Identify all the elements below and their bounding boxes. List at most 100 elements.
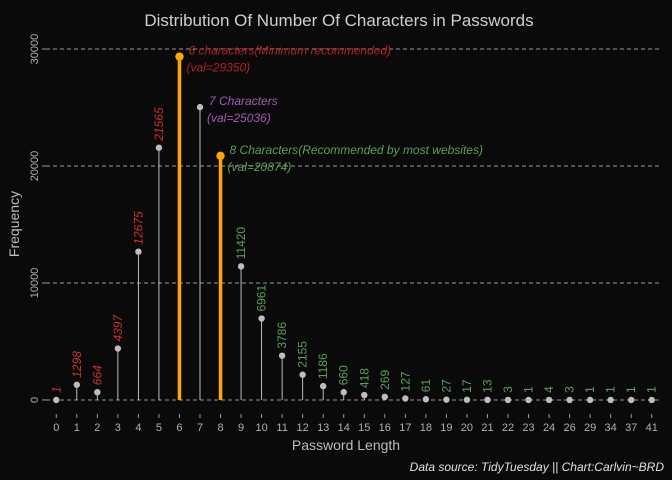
data-point <box>340 389 347 396</box>
x-tick-label: 11 <box>276 422 287 434</box>
x-tick-label: 20 <box>461 422 473 434</box>
value-label: 1 <box>522 386 536 393</box>
x-tick-label: 16 <box>379 422 391 434</box>
x-axis: 0 1 2 3 4 5 6 7 8 9 10 11 12 13 14 15 16 17 18 19 20 21 22 23 24… <box>53 414 658 434</box>
data-point <box>258 315 265 322</box>
value-label: 4397 <box>111 314 125 342</box>
data-point <box>299 371 306 378</box>
value-label: 1 <box>645 386 659 393</box>
value-label: 3 <box>563 386 577 393</box>
x-tick-label: 37 <box>625 422 637 434</box>
data-point <box>586 396 594 404</box>
y-tick-label: 0 <box>29 397 41 403</box>
y-axis: 0 10000 20000 30000 <box>29 34 46 403</box>
value-label: 61 <box>419 379 433 393</box>
data-point <box>607 396 614 404</box>
value-label: 12675 <box>131 211 145 245</box>
data-point <box>278 352 286 359</box>
x-tick-label: 3 <box>115 422 121 434</box>
stems <box>55 56 653 400</box>
caption: Data source: TidyTuesday || Chart:Carlvi… <box>410 460 665 474</box>
x-tick-label: 4 <box>135 422 141 434</box>
data-point <box>361 391 368 399</box>
data-point <box>216 151 225 160</box>
value-label: 418 <box>357 368 371 388</box>
data-point <box>114 345 122 352</box>
annotation-value: (val=29350) <box>186 61 250 75</box>
x-tick-label: 15 <box>358 422 370 434</box>
y-axis-title: Frequency <box>6 191 22 257</box>
x-tick-label: 14 <box>338 422 350 434</box>
value-labels: 1 1298 664 4397 12675 21565 11420 6961 3786 2155 1… <box>49 107 658 393</box>
x-tick-label: 5 <box>156 422 162 434</box>
gridlines <box>46 48 662 401</box>
data-point <box>525 396 532 404</box>
x-axis-title: Password Length <box>292 437 400 453</box>
x-tick-label: 13 <box>317 422 329 434</box>
data-point <box>504 396 512 404</box>
x-tick-label: 10 <box>255 422 267 434</box>
data-point <box>484 396 491 404</box>
y-tick-label: 30000 <box>29 34 41 65</box>
data-point <box>73 381 81 388</box>
x-tick-label: 7 <box>197 422 203 434</box>
value-label: 664 <box>90 365 104 385</box>
chart-title: Distribution Of Number Of Characters in … <box>144 11 533 30</box>
value-label: 3 <box>501 386 515 393</box>
data-point <box>566 396 573 404</box>
annotation-value: (val=20874) <box>228 160 292 174</box>
value-label: 11420 <box>234 227 248 260</box>
x-tick-label: 29 <box>584 422 596 434</box>
value-label: 13 <box>480 379 494 393</box>
x-tick-label: 41 <box>646 422 658 434</box>
x-tick-label: 34 <box>605 422 617 434</box>
value-label: 127 <box>398 371 412 391</box>
x-tick-label: 19 <box>440 422 452 434</box>
value-label: 1 <box>583 386 597 393</box>
value-label: 1186 <box>316 353 330 379</box>
x-tick-label: 0 <box>53 422 59 434</box>
data-point <box>196 103 204 111</box>
x-tick-label: 2 <box>94 422 100 434</box>
value-label: 1298 <box>70 351 84 378</box>
data-point <box>422 396 430 403</box>
data-point <box>402 395 409 402</box>
data-point <box>155 144 163 151</box>
data-point <box>628 396 635 404</box>
value-label: 17 <box>460 379 474 393</box>
value-label: 660 <box>337 365 351 385</box>
x-tick-label: 8 <box>217 422 223 434</box>
data-point <box>135 248 142 255</box>
data-point <box>545 396 553 404</box>
x-tick-label: 24 <box>543 422 555 434</box>
points <box>53 52 655 404</box>
value-label: 269 <box>378 369 392 389</box>
value-label: 4 <box>542 386 556 393</box>
x-tick-label: 23 <box>522 422 534 434</box>
x-tick-label: 9 <box>238 422 244 434</box>
x-tick-label: 18 <box>420 422 432 434</box>
data-point <box>53 396 60 404</box>
value-label: 1 <box>49 386 63 393</box>
y-tick-label: 20000 <box>29 151 41 182</box>
value-label: 27 <box>439 379 453 393</box>
x-tick-label: 22 <box>502 422 514 434</box>
y-tick-label: 10000 <box>29 268 41 299</box>
annotation-label: 8 Characters(Recommended by most website… <box>230 143 483 157</box>
annotation-value: (val=25036) <box>207 111 271 125</box>
value-label: 3786 <box>275 322 289 349</box>
x-tick-label: 26 <box>563 422 575 434</box>
value-label: 6961 <box>255 285 269 312</box>
data-point <box>175 52 184 61</box>
x-tick-label: 12 <box>297 422 309 434</box>
data-point <box>463 396 471 403</box>
data-point <box>320 382 327 390</box>
x-tick-label: 21 <box>481 422 493 434</box>
x-tick-label: 17 <box>399 422 411 434</box>
annotation-label: 6 characters(Minimum recommended) <box>188 44 391 58</box>
value-label: 1 <box>604 386 618 393</box>
x-tick-label: 1 <box>74 422 80 434</box>
annotation-label: 7 Characters <box>209 94 278 108</box>
